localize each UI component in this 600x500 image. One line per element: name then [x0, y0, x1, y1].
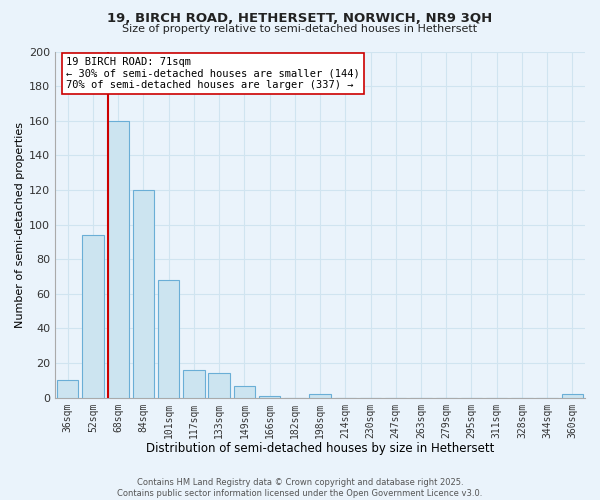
Text: 19 BIRCH ROAD: 71sqm
← 30% of semi-detached houses are smaller (144)
70% of semi: 19 BIRCH ROAD: 71sqm ← 30% of semi-detac…	[66, 56, 359, 90]
Text: Contains HM Land Registry data © Crown copyright and database right 2025.
Contai: Contains HM Land Registry data © Crown c…	[118, 478, 482, 498]
Y-axis label: Number of semi-detached properties: Number of semi-detached properties	[15, 122, 25, 328]
X-axis label: Distribution of semi-detached houses by size in Hethersett: Distribution of semi-detached houses by …	[146, 442, 494, 455]
Bar	[233, 386, 255, 398]
Text: 19, BIRCH ROAD, HETHERSETT, NORWICH, NR9 3QH: 19, BIRCH ROAD, HETHERSETT, NORWICH, NR9…	[107, 12, 493, 26]
Bar	[183, 370, 205, 398]
Bar	[259, 396, 280, 398]
Bar	[562, 394, 583, 398]
Bar	[133, 190, 154, 398]
Bar	[57, 380, 79, 398]
Bar	[107, 120, 129, 398]
Bar	[310, 394, 331, 398]
Bar	[82, 235, 104, 398]
Bar	[208, 374, 230, 398]
Text: Size of property relative to semi-detached houses in Hethersett: Size of property relative to semi-detach…	[122, 24, 478, 34]
Bar	[158, 280, 179, 398]
